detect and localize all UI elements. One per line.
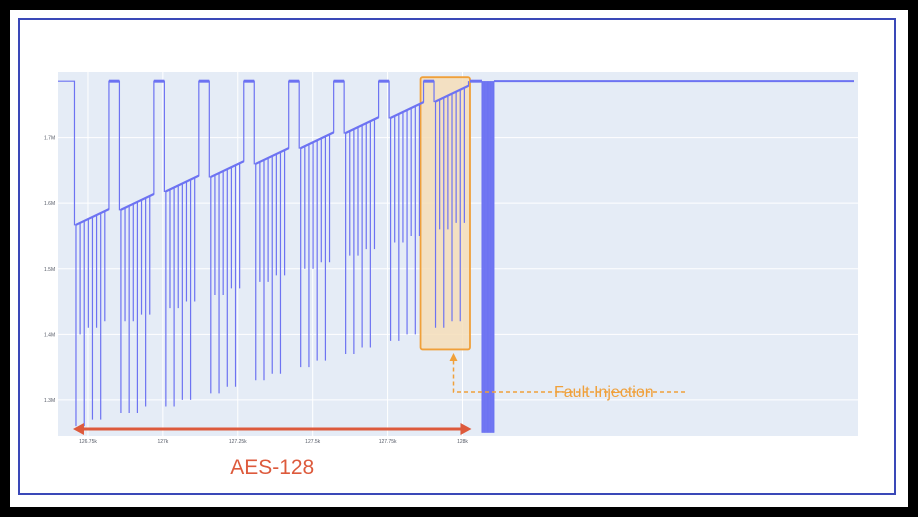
x-tick-label: 127.75k bbox=[379, 439, 397, 445]
axis-ticks: 1.3M 1.4M 1.5M 1.6M 1.7M 126.75k 127k 127.25k 12… bbox=[44, 136, 468, 445]
range-arrow-right-head bbox=[460, 423, 472, 435]
y-tick-label: 1.7M bbox=[44, 136, 55, 142]
fault-injection-leader bbox=[452, 358, 685, 393]
x-tick-label: 126.75k bbox=[79, 439, 97, 445]
aes-range-arrow bbox=[72, 423, 472, 435]
fault-leader-arrowhead bbox=[449, 353, 458, 361]
x-tick-label: 127.5k bbox=[305, 439, 321, 445]
trace-series bbox=[58, 79, 854, 433]
y-tick-label: 1.6M bbox=[44, 201, 55, 207]
x-tick-label: 127.25k bbox=[229, 439, 247, 445]
x-tick-label: 127k bbox=[157, 439, 168, 445]
range-arrow-left-head bbox=[72, 423, 84, 435]
fault-injection-label: Fault Injection bbox=[554, 384, 654, 401]
aes-128-label: AES-128 bbox=[230, 456, 314, 479]
y-tick-label: 1.3M bbox=[44, 398, 55, 404]
y-tick-label: 1.5M bbox=[44, 267, 55, 273]
y-tick-label: 1.4M bbox=[44, 332, 55, 338]
slide-frame bbox=[18, 18, 896, 495]
trace-line bbox=[58, 80, 470, 427]
fault-injection-highlight bbox=[419, 76, 471, 351]
x-tick-label: 128k bbox=[457, 439, 468, 445]
